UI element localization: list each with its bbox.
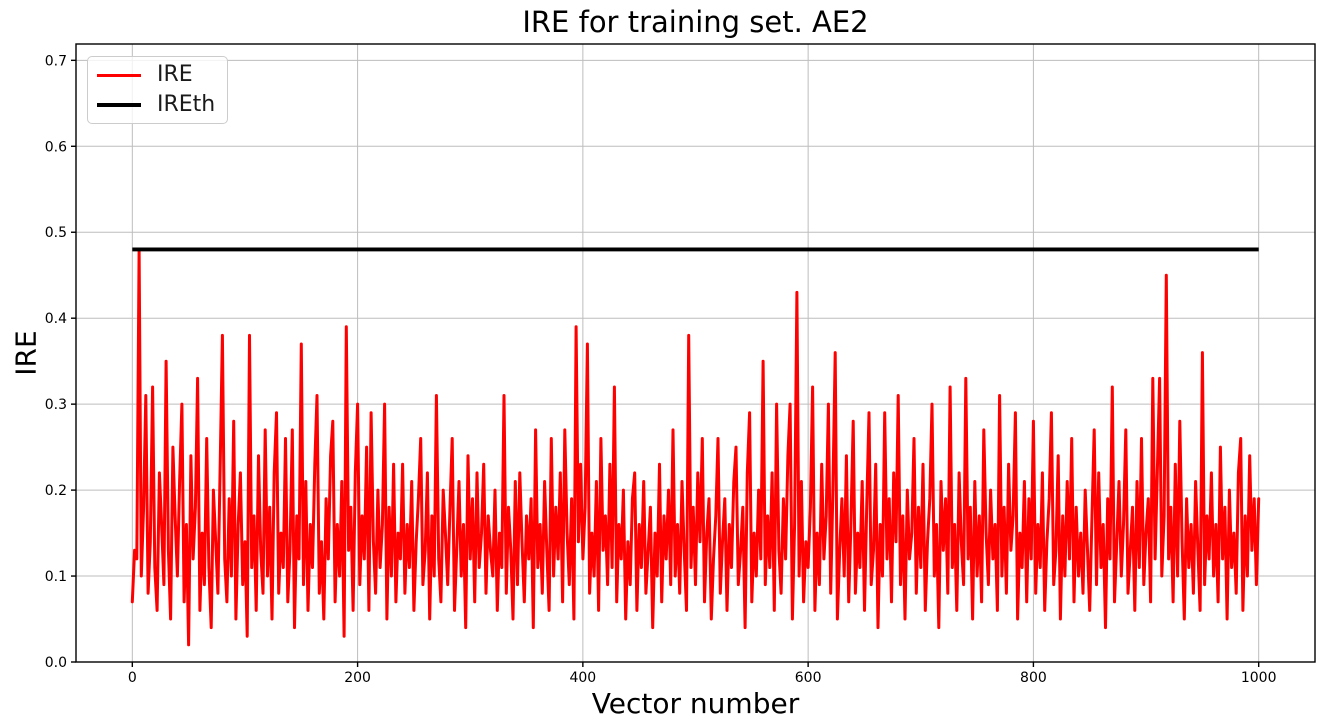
legend-entry-ireth: IREth <box>88 90 227 120</box>
legend: IRE IREth <box>87 56 228 124</box>
x-tick-label: 600 <box>795 670 822 686</box>
ire-line-sample <box>97 73 141 77</box>
axes-spines <box>75 43 1316 663</box>
x-tick-label: 800 <box>1020 670 1047 686</box>
y-tick-label: 0.0 <box>45 655 67 671</box>
x-tick-label: 1000 <box>1241 670 1277 686</box>
legend-label-ireth: IREth <box>157 92 216 117</box>
y-tick-label: 0.4 <box>45 311 67 327</box>
y-tick-label: 0.2 <box>45 483 67 499</box>
x-tick-label: 400 <box>569 670 596 686</box>
chart-title: IRE for training set. AE2 <box>522 5 869 39</box>
legend-label-ire: IRE <box>157 62 193 87</box>
y-tick-label: 0.3 <box>45 397 67 413</box>
y-tick-label: 0.7 <box>45 53 67 69</box>
legend-entry-ire: IRE <box>88 60 227 90</box>
y-tick-label: 0.5 <box>45 225 67 241</box>
x-axis-label: Vector number <box>591 687 800 720</box>
y-tick-label: 0.1 <box>45 569 67 585</box>
x-tick-label: 200 <box>344 670 371 686</box>
y-axis-label: IRE <box>9 330 43 376</box>
ireth-line-sample <box>97 103 141 107</box>
ire-series-line <box>130 247 1261 647</box>
x-tick-label: 0 <box>128 670 137 686</box>
y-tick-label: 0.6 <box>45 139 67 155</box>
